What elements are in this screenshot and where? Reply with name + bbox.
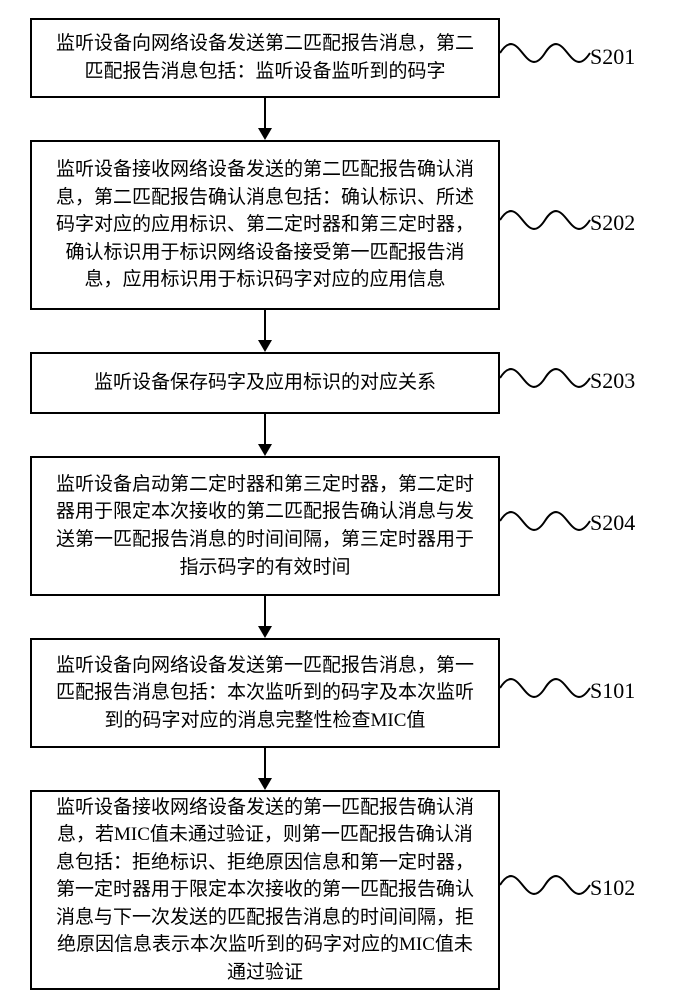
step-label-s102: S102 <box>590 875 635 901</box>
flow-box-text-s204: 监听设备启动第二定时器和第三定时器，第二定时 器用于限定本次接收的第二匹配报告确… <box>56 471 474 581</box>
arrow-head-4 <box>258 778 272 790</box>
flow-box-text-s102: 监听设备接收网络设备发送的第一匹配报告确认消 息，若MIC值未通过验证，则第一匹… <box>56 794 474 987</box>
arrow-line-4 <box>264 748 266 778</box>
flow-box-s202: 监听设备接收网络设备发送的第二匹配报告确认消 息，第二匹配报告确认消息包括：确认… <box>30 140 500 310</box>
arrow-head-0 <box>258 128 272 140</box>
arrow-line-2 <box>264 414 266 444</box>
arrow-head-1 <box>258 340 272 352</box>
connector-wavy <box>500 860 590 910</box>
step-label-s101: S101 <box>590 678 635 704</box>
step-label-s204: S204 <box>590 510 635 536</box>
step-label-s203: S203 <box>590 368 635 394</box>
step-label-s202: S202 <box>590 210 635 236</box>
connector-wavy <box>500 195 590 245</box>
connector-wavy <box>500 353 590 403</box>
arrow-line-0 <box>264 98 266 128</box>
flow-box-text-s101: 监听设备向网络设备发送第一匹配报告消息，第一 匹配报告消息包括：本次监听到的码字… <box>56 652 474 735</box>
connector-wavy <box>500 28 590 78</box>
arrow-line-1 <box>264 310 266 340</box>
flow-box-text-s201: 监听设备向网络设备发送第二匹配报告消息，第二 匹配报告消息包括：监听设备监听到的… <box>56 30 474 85</box>
flow-box-s204: 监听设备启动第二定时器和第三定时器，第二定时 器用于限定本次接收的第二匹配报告确… <box>30 456 500 596</box>
flowchart-canvas: 监听设备向网络设备发送第二匹配报告消息，第二 匹配报告消息包括：监听设备监听到的… <box>0 0 674 1000</box>
flow-box-text-s202: 监听设备接收网络设备发送的第二匹配报告确认消 息，第二匹配报告确认消息包括：确认… <box>56 156 474 294</box>
connector-wavy <box>500 496 590 546</box>
step-label-s201: S201 <box>590 44 635 70</box>
connector-wavy <box>500 663 590 713</box>
arrow-head-2 <box>258 444 272 456</box>
arrow-head-3 <box>258 626 272 638</box>
flow-box-s201: 监听设备向网络设备发送第二匹配报告消息，第二 匹配报告消息包括：监听设备监听到的… <box>30 18 500 98</box>
arrow-line-3 <box>264 596 266 626</box>
flow-box-s203: 监听设备保存码字及应用标识的对应关系 <box>30 352 500 414</box>
flow-box-s101: 监听设备向网络设备发送第一匹配报告消息，第一 匹配报告消息包括：本次监听到的码字… <box>30 638 500 748</box>
flow-box-text-s203: 监听设备保存码字及应用标识的对应关系 <box>94 369 436 397</box>
flow-box-s102: 监听设备接收网络设备发送的第一匹配报告确认消 息，若MIC值未通过验证，则第一匹… <box>30 790 500 990</box>
